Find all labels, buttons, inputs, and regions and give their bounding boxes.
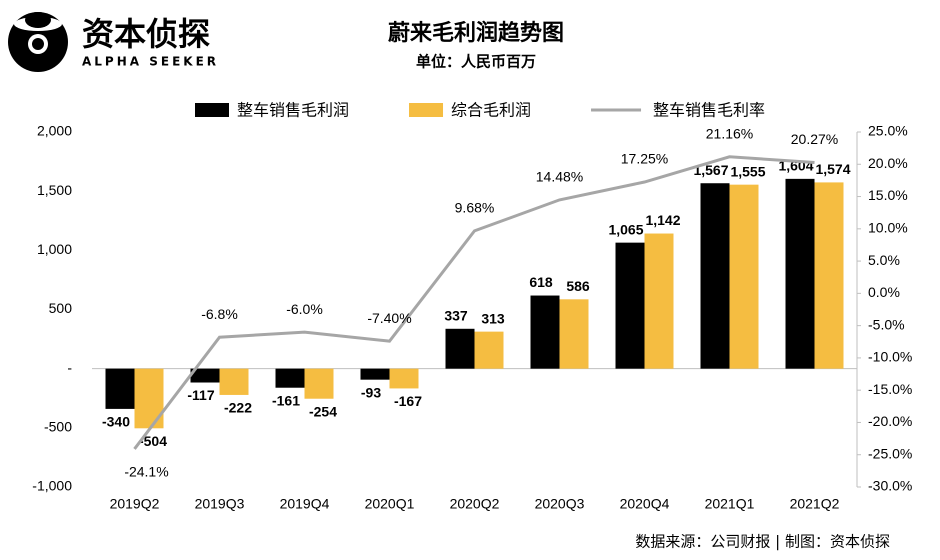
- bar: [474, 331, 504, 369]
- y-tick-label: 500: [49, 300, 73, 316]
- bar-value-label: 337: [444, 307, 468, 323]
- y-tick-label: -1,000: [32, 478, 72, 494]
- bar: [814, 182, 844, 369]
- y-tick-label: 2,000: [37, 123, 72, 139]
- bar: [644, 233, 674, 369]
- bar-value-label: -254: [309, 403, 337, 419]
- legend-label: 综合毛利润: [451, 101, 531, 120]
- y2-tick-label: -20.0%: [868, 413, 912, 429]
- logo-hat-top: [25, 12, 51, 28]
- bar-value-label: -504: [139, 433, 167, 449]
- y2-tick-label: -25.0%: [868, 445, 912, 461]
- brand-tagline: ALPHA SEEKER: [82, 55, 219, 69]
- bar-value-label: 1,065: [608, 221, 643, 237]
- bar: [729, 184, 759, 369]
- legend-swatch: [409, 103, 444, 117]
- legend-label: 整车销售毛利润: [237, 101, 349, 120]
- logo-eye: [32, 38, 44, 50]
- bar: [559, 299, 589, 369]
- bar: [615, 242, 645, 369]
- y2-tick-label: -10.0%: [868, 349, 912, 365]
- source-note: 数据来源：公司财报 | 制图：资本侦探: [635, 533, 890, 551]
- x-tick-label: 2019Q2: [110, 496, 160, 512]
- legend-swatch: [195, 103, 229, 117]
- y2-tick-label: -15.0%: [868, 381, 912, 397]
- chart-subtitle: 单位：人民币百万: [416, 53, 536, 71]
- bar-value-label: -117: [187, 387, 214, 403]
- y-tick-label: 1,500: [37, 182, 72, 198]
- y-tick-label: -: [67, 359, 72, 375]
- bar-value-label: -222: [224, 400, 252, 416]
- bar: [105, 368, 135, 409]
- x-tick-label: 2021Q1: [705, 496, 755, 512]
- line-value-label: -24.1%: [124, 464, 168, 480]
- x-tick-label: 2019Q4: [280, 496, 330, 512]
- y2-tick-label: -5.0%: [868, 316, 905, 332]
- chart-title: 蔚来毛利润趋势图: [388, 20, 564, 46]
- line-value-label: -6.0%: [286, 301, 323, 317]
- y2-tick-label: 15.0%: [868, 187, 908, 203]
- x-tick-label: 2020Q1: [365, 496, 415, 512]
- line-value-label: 21.16%: [706, 125, 753, 141]
- x-tick-label: 2021Q2: [790, 496, 840, 512]
- bar-value-label: -167: [394, 393, 422, 409]
- y2-tick-label: 0.0%: [868, 284, 900, 300]
- y2-tick-label: 5.0%: [868, 252, 900, 268]
- logo: [8, 12, 68, 72]
- line-value-label: -6.8%: [201, 306, 238, 322]
- bar: [700, 183, 730, 369]
- bar: [360, 368, 390, 380]
- bar: [134, 368, 164, 429]
- x-tick-label: 2020Q4: [620, 496, 670, 512]
- bar: [445, 328, 475, 369]
- y2-tick-label: 20.0%: [868, 155, 908, 171]
- line-value-label: 14.48%: [536, 169, 583, 185]
- line-value-label: -7.40%: [367, 310, 411, 326]
- y2-tick-label: 10.0%: [868, 220, 908, 236]
- bar-value-label: 1,567: [693, 162, 728, 178]
- y-tick-label: -500: [44, 419, 72, 435]
- bar: [219, 368, 249, 395]
- bar: [785, 178, 815, 369]
- y2-tick-label: 25.0%: [868, 123, 908, 139]
- brand-name: 资本侦探: [82, 15, 210, 53]
- bar-value-label: 1,555: [730, 163, 765, 179]
- bar-value-label: 586: [566, 278, 590, 294]
- x-tick-label: 2020Q3: [535, 496, 585, 512]
- x-tick-label: 2020Q2: [450, 496, 500, 512]
- bar-value-label: 1,574: [815, 161, 850, 177]
- bar-value-label: -340: [102, 414, 130, 430]
- y2-tick-label: -30.0%: [868, 478, 912, 494]
- line-series: [133, 155, 815, 450]
- bar: [304, 368, 334, 399]
- bar: [389, 368, 419, 389]
- x-tick-label: 2019Q3: [195, 496, 245, 512]
- line-value-label: 9.68%: [455, 200, 495, 216]
- bar-value-label: -93: [361, 384, 381, 400]
- bar-value-label: -161: [272, 392, 300, 408]
- bar: [275, 368, 305, 388]
- bar-value-label: 618: [529, 274, 553, 290]
- bar-value-label: 1,142: [645, 212, 680, 228]
- y-tick-label: 1,000: [37, 241, 72, 257]
- bar: [530, 295, 560, 369]
- bar-value-label: 313: [481, 310, 505, 326]
- line-value-label: 17.25%: [621, 151, 668, 167]
- legend-label: 整车销售毛利率: [653, 101, 765, 120]
- line-value-label: 20.27%: [791, 131, 838, 147]
- bar: [190, 368, 220, 383]
